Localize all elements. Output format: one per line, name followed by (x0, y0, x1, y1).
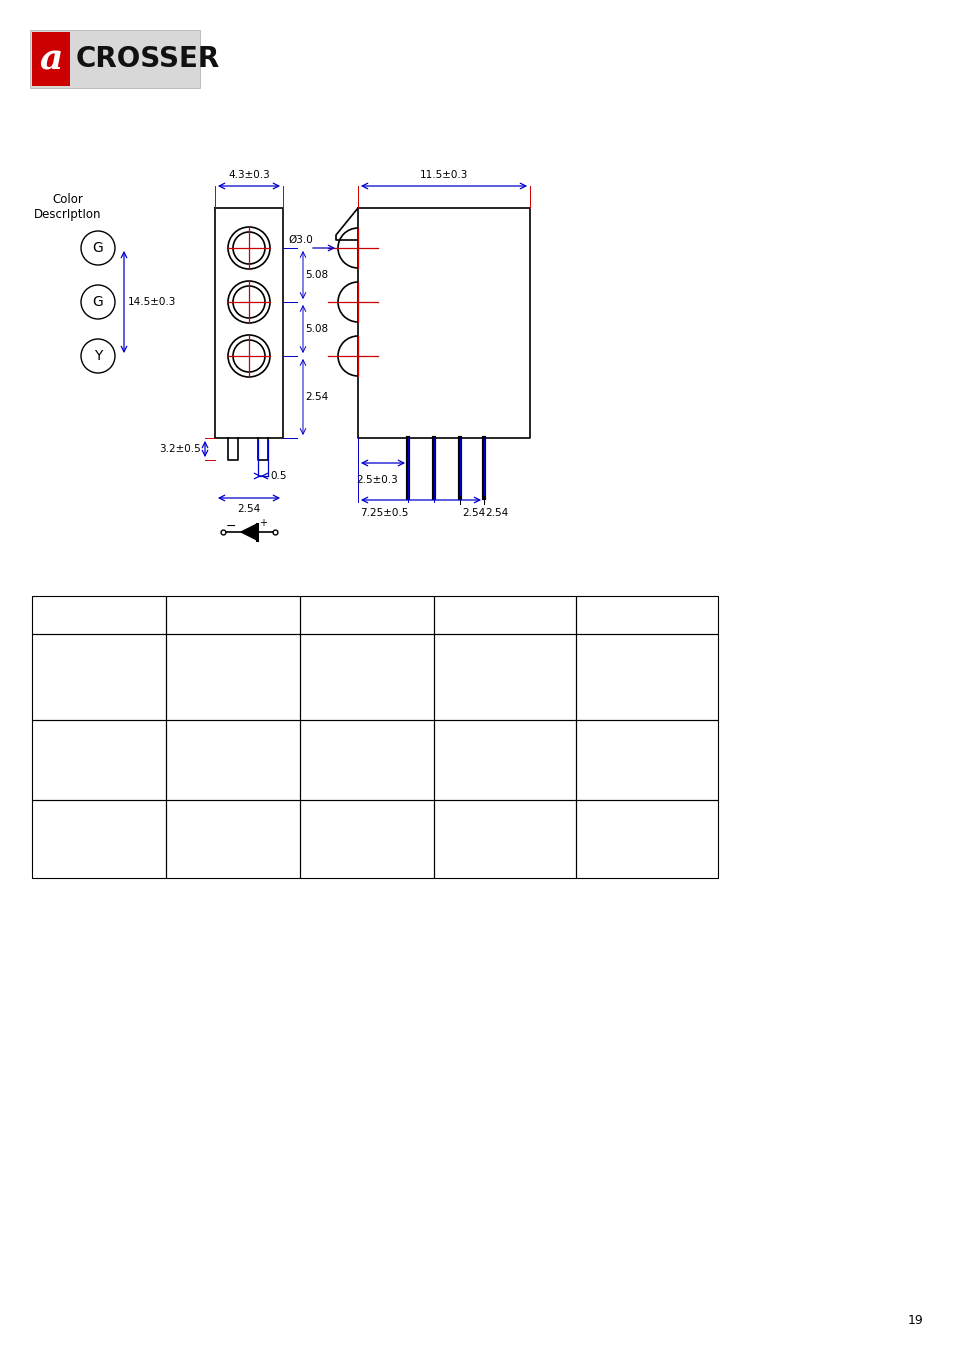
Bar (32, 720, 166, 801)
Text: 11.5±0.3: 11.5±0.3 (419, 170, 468, 180)
Text: −: − (226, 520, 236, 532)
Polygon shape (241, 524, 256, 540)
Text: a: a (39, 42, 63, 76)
Bar (32, 595, 166, 634)
Text: Ø3.0: Ø3.0 (288, 235, 313, 244)
Bar (30, 30, 200, 88)
Text: 2.54: 2.54 (305, 392, 328, 402)
Text: 4.3±0.3: 4.3±0.3 (228, 170, 270, 180)
Text: 3.2±0.5: 3.2±0.5 (159, 444, 201, 454)
Text: 19: 19 (907, 1314, 923, 1327)
Bar (32, 32, 70, 86)
Bar (166, 595, 299, 634)
Bar (576, 634, 718, 720)
Text: G: G (92, 242, 103, 255)
Text: 5.08: 5.08 (305, 324, 328, 333)
Text: 2.54: 2.54 (484, 508, 508, 518)
Bar (434, 595, 576, 634)
Text: 2.5±0.3: 2.5±0.3 (355, 475, 397, 485)
Bar (166, 720, 299, 801)
Bar (576, 801, 718, 878)
Bar (166, 634, 299, 720)
Bar (166, 801, 299, 878)
Bar (299, 634, 434, 720)
Bar (576, 720, 718, 801)
Text: Y: Y (93, 350, 102, 363)
Bar (299, 801, 434, 878)
Text: 2.54: 2.54 (461, 508, 485, 518)
Bar (299, 720, 434, 801)
Text: CROSSER: CROSSER (76, 45, 220, 73)
Text: +: + (258, 518, 267, 528)
Bar (299, 595, 434, 634)
Text: Color
DescrIptIon: Color DescrIptIon (34, 193, 102, 221)
Text: 5.08: 5.08 (305, 270, 328, 279)
Text: 7.25±0.5: 7.25±0.5 (359, 508, 408, 518)
Bar (32, 634, 166, 720)
Text: G: G (92, 296, 103, 309)
Text: 2.54: 2.54 (237, 504, 260, 514)
Bar (32, 801, 166, 878)
Text: 14.5±0.3: 14.5±0.3 (128, 297, 176, 306)
Text: 0.5: 0.5 (270, 471, 286, 481)
Bar (434, 801, 576, 878)
Bar (576, 595, 718, 634)
Bar (434, 634, 576, 720)
Bar (434, 720, 576, 801)
